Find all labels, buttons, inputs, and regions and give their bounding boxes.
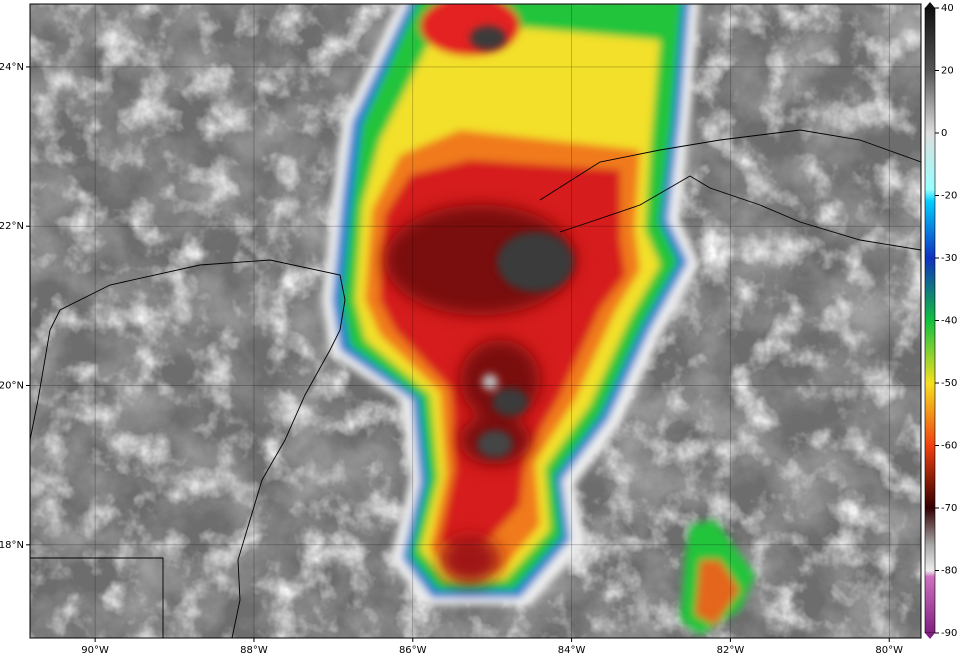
colorbar-tick-label: 0 (941, 128, 947, 139)
colorbar-tick-label: -90 (941, 628, 957, 639)
x-tick-label: 90°W (81, 645, 109, 656)
x-tick-label: 86°W (399, 645, 427, 656)
y-tick-label: 24°N (0, 62, 24, 73)
imagery (30, 4, 921, 638)
colorbar-tick-label: -50 (941, 378, 957, 389)
x-tick-label: 84°W (558, 645, 586, 656)
x-tick-label: 82°W (717, 645, 745, 656)
colorbar-extend (925, 2, 935, 8)
map-frame (29, 3, 922, 639)
x-tick-label: 88°W (240, 645, 268, 656)
colorbar (924, 7, 936, 634)
y-tick-label: 20°N (0, 381, 24, 392)
colorbar-tick-label: -60 (941, 441, 957, 452)
colorbar-tick-label: -20 (941, 191, 957, 202)
colorbar-tick-label: 40 (941, 3, 954, 14)
graticule (30, 4, 921, 638)
y-tick-label: 18°N (0, 540, 24, 551)
colorbar-tick-label: -70 (941, 503, 957, 514)
colorbar-tick-label: 20 (941, 66, 954, 77)
colorbar-tick-label: -80 (941, 566, 957, 577)
colorbar-extend (925, 633, 935, 639)
x-tick-label: 80°W (875, 645, 903, 656)
coastlines (30, 129, 921, 638)
y-tick-label: 22°N (0, 221, 24, 232)
colorbar-tick-label: -30 (941, 253, 957, 264)
colorbar-tick-label: -40 (941, 316, 957, 327)
